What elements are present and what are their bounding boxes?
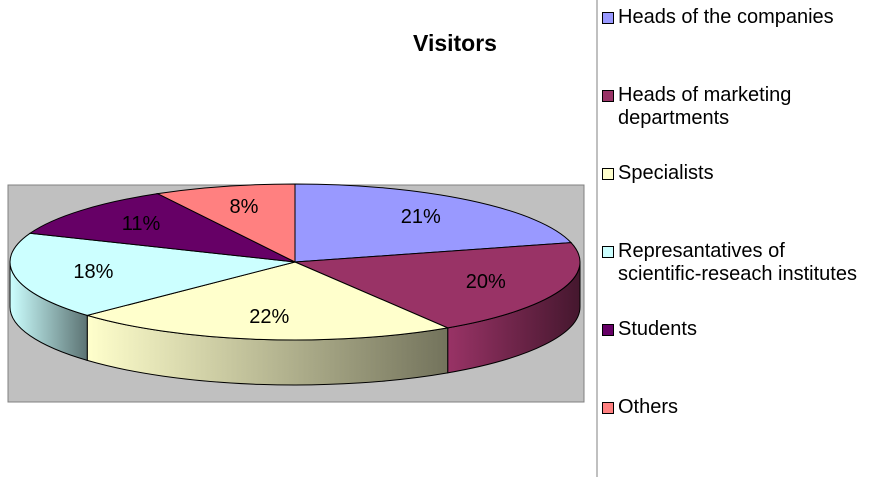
data-label: 21% xyxy=(401,206,441,228)
legend-swatch xyxy=(602,90,614,102)
chart-title: Visitors xyxy=(413,30,497,56)
legend-item: Represantatives of scientific-reseach in… xyxy=(602,240,870,286)
data-label: 18% xyxy=(73,261,113,283)
legend-label: Represantatives of scientific-reseach in… xyxy=(618,240,857,285)
legend-label: Specialists xyxy=(618,162,714,184)
data-label: 22% xyxy=(249,306,289,328)
legend-swatch xyxy=(602,246,614,258)
legend-item: Heads of marketing departments xyxy=(602,84,870,130)
legend-label: Heads of the companies xyxy=(618,6,834,28)
data-label: 20% xyxy=(466,271,506,293)
pie-slice xyxy=(156,183,296,263)
legend-swatch xyxy=(602,324,614,336)
legend-label: Heads of marketing departments xyxy=(618,84,792,129)
legend-item: Heads of the companies xyxy=(602,6,870,29)
legend-swatch xyxy=(602,168,614,180)
pie-slice xyxy=(294,242,581,329)
legend-item: Others xyxy=(602,396,870,419)
legend-item: Specialists xyxy=(602,162,870,185)
pie-slice xyxy=(85,261,450,341)
pie-slice xyxy=(9,232,296,316)
legend-item: Students xyxy=(602,318,870,341)
pie-slice xyxy=(294,183,573,263)
legend-swatch xyxy=(602,12,614,24)
data-label: 11% xyxy=(122,213,161,235)
pie-slice xyxy=(28,193,296,263)
legend-label: Others xyxy=(618,396,679,418)
data-label: 8% xyxy=(230,196,259,218)
legend-label: Students xyxy=(618,318,697,340)
legend-swatch xyxy=(602,402,614,414)
